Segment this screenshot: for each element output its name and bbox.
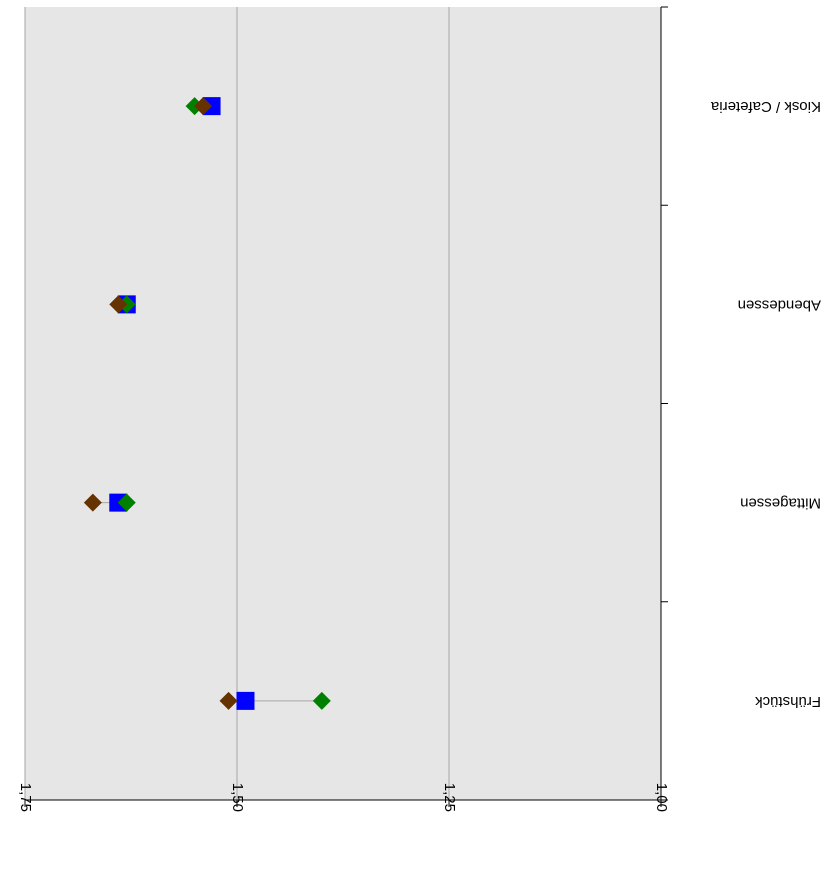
value-tick-label: 1,00: [653, 783, 670, 812]
category-label: Abendessen: [738, 296, 821, 313]
data-point-diamond: [219, 691, 238, 710]
data-point-diamond: [83, 493, 102, 512]
category-label: Frühstück: [755, 693, 821, 710]
data-point-diamond: [117, 493, 136, 512]
category-label: Mittagessen: [740, 495, 821, 512]
category-label: Kiosk / Cafeteria: [710, 98, 821, 115]
plot-area: [25, 7, 661, 800]
data-point-diamond: [109, 295, 128, 314]
value-tick-label: 1,75: [17, 783, 34, 812]
data-point-diamond: [194, 97, 213, 116]
data-point-square: [236, 691, 255, 710]
value-tick-label: 1,25: [441, 783, 458, 812]
data-point-diamond: [312, 691, 331, 710]
value-tick-label: 1,50: [229, 783, 246, 812]
